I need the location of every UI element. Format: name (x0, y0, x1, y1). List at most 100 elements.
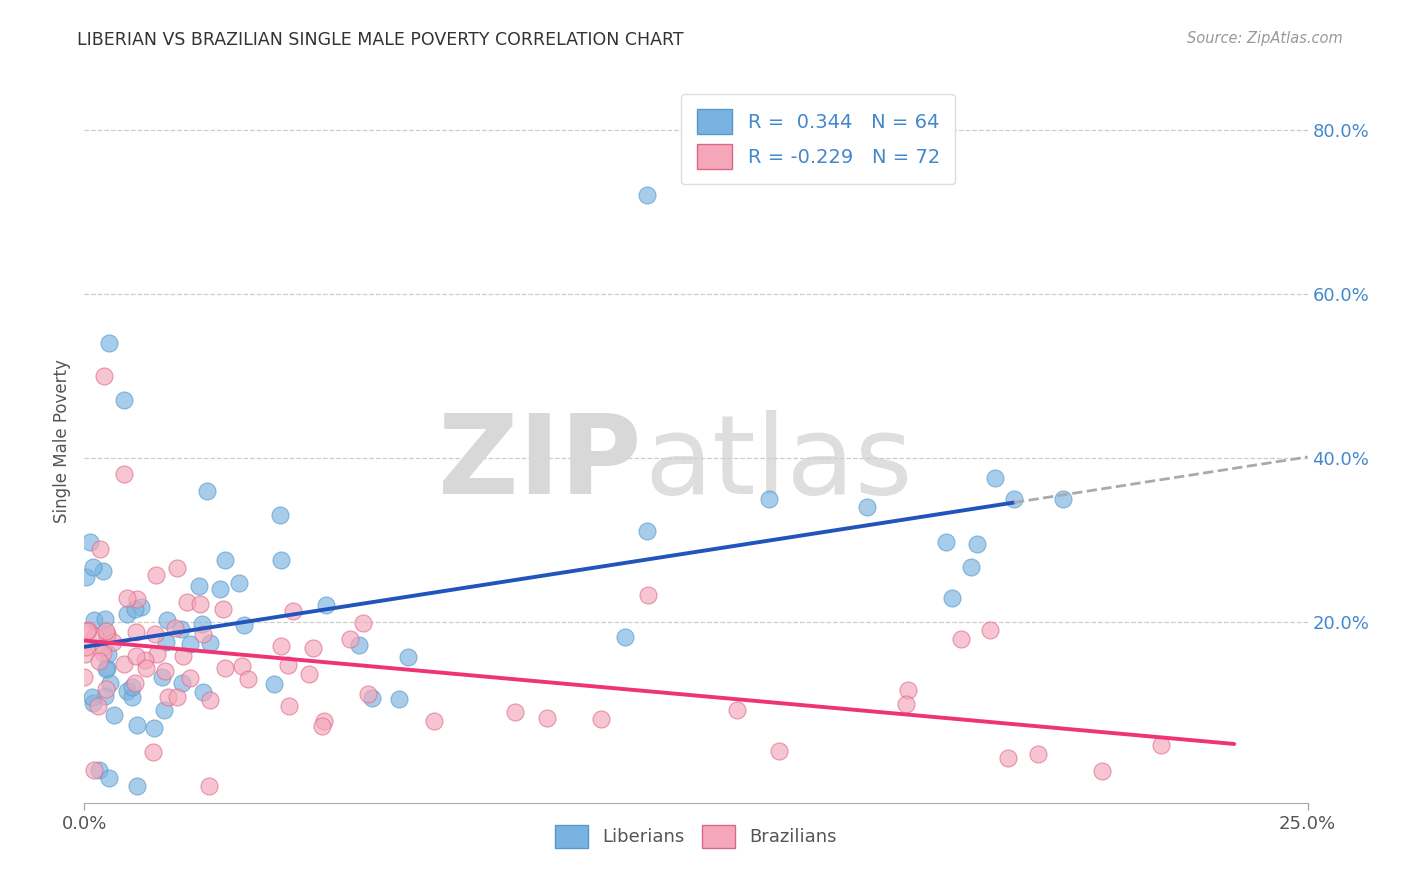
Point (1052, 491, 1074, 506)
Point (984, 471, 1007, 485)
Point (172, 648, 194, 663)
Point (115, 683, 138, 698)
Point (198, 780, 221, 794)
Point (79, 535, 101, 549)
Point (170, 675, 193, 690)
Point (91, 564, 114, 578)
Point (94, 624, 117, 638)
Point (82, 560, 104, 574)
Point (97, 336, 120, 351)
Point (125, 625, 148, 640)
Point (935, 534, 957, 549)
Point (86, 699, 108, 714)
Point (75, 647, 97, 661)
Point (179, 672, 201, 686)
Point (396, 650, 419, 665)
Point (96, 629, 118, 643)
Point (75, 570, 97, 584)
Point (80, 690, 103, 704)
Point (94, 682, 117, 697)
Point (125, 780, 148, 794)
Point (142, 721, 165, 735)
Point (198, 636, 221, 650)
Point (352, 616, 374, 631)
Point (125, 718, 148, 732)
Point (89, 542, 111, 557)
Point (311, 719, 333, 733)
Point (357, 688, 380, 702)
Point (179, 637, 201, 651)
Point (169, 622, 191, 636)
Point (758, 491, 780, 506)
Point (121, 690, 143, 704)
Point (360, 690, 382, 705)
Point (73, 671, 96, 685)
Point (856, 500, 879, 515)
Point (281, 604, 304, 618)
Point (270, 553, 292, 567)
Point (146, 647, 169, 661)
Point (277, 699, 299, 714)
Point (1028, 747, 1050, 761)
Point (94, 662, 117, 676)
Point (190, 617, 212, 632)
Point (589, 712, 612, 726)
Point (298, 666, 321, 681)
Legend: Liberians, Brazilians: Liberians, Brazilians (548, 818, 844, 855)
Point (145, 568, 167, 582)
Point (152, 670, 174, 684)
Point (153, 665, 176, 679)
Point (77, 623, 100, 637)
Point (84, 629, 107, 643)
Point (941, 591, 963, 606)
Point (153, 703, 176, 717)
Point (233, 617, 256, 632)
Text: atlas: atlas (644, 409, 912, 516)
Point (114, 657, 136, 671)
Point (191, 685, 214, 699)
Point (388, 692, 411, 706)
Point (103, 635, 125, 649)
Point (768, 744, 790, 758)
Point (198, 693, 221, 707)
Point (155, 613, 177, 627)
Point (143, 627, 166, 641)
Point (125, 648, 148, 663)
Point (896, 682, 918, 697)
Point (894, 697, 917, 711)
Point (156, 690, 179, 705)
Point (187, 579, 209, 593)
Point (134, 653, 156, 667)
Point (959, 559, 981, 574)
Point (636, 524, 658, 538)
Point (269, 508, 291, 523)
Point (195, 483, 218, 498)
Point (176, 595, 198, 609)
Point (950, 632, 973, 647)
Point (505, 705, 527, 719)
Point (115, 607, 138, 621)
Point (75, 640, 97, 654)
Point (83, 613, 105, 627)
Point (93, 368, 115, 383)
Point (91, 646, 114, 660)
Point (339, 632, 361, 646)
Point (979, 624, 1001, 638)
Point (97, 771, 120, 785)
Point (135, 660, 157, 674)
Point (112, 393, 135, 408)
Point (166, 690, 188, 705)
Point (214, 553, 236, 567)
Point (1090, 764, 1112, 779)
Point (212, 601, 235, 615)
Point (966, 537, 988, 551)
Point (121, 680, 143, 694)
Point (1150, 739, 1173, 753)
Text: ZIP: ZIP (437, 409, 641, 516)
Point (302, 640, 325, 655)
Point (188, 597, 211, 611)
Point (87, 763, 110, 777)
Point (93, 690, 115, 704)
Point (270, 640, 292, 654)
Text: Source: ZipAtlas.com: Source: ZipAtlas.com (1187, 31, 1343, 46)
